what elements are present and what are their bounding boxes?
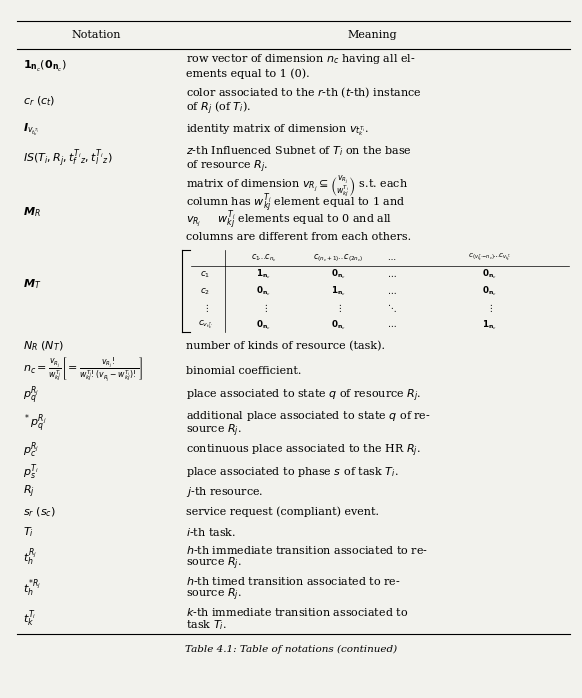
Text: $\vdots$: $\vdots$ (202, 302, 209, 314)
Text: $k$-th immediate transition associated to: $k$-th immediate transition associated t… (186, 606, 409, 618)
Text: $\mathbf{0}_{\mathbf{n}_c}$: $\mathbf{0}_{\mathbf{n}_c}$ (482, 285, 497, 298)
Text: $i$-th task.: $i$-th task. (186, 526, 236, 537)
Text: $z$-th Influenced Subnet of $T_i$ on the base: $z$-th Influenced Subnet of $T_i$ on the… (186, 144, 412, 158)
Text: $p_q^{R_j}$: $p_q^{R_j}$ (23, 384, 40, 407)
Text: $p_s^{T_i}$: $p_s^{T_i}$ (23, 462, 39, 482)
Text: $s_r$ $(s_c)$: $s_r$ $(s_c)$ (23, 505, 56, 519)
Text: $\mathbf{0}_{\mathbf{n}_c}$: $\mathbf{0}_{\mathbf{n}_c}$ (331, 268, 346, 281)
Text: $p_c^{R_j}$: $p_c^{R_j}$ (23, 441, 40, 461)
Text: number of kinds of resource (task).: number of kinds of resource (task). (186, 341, 385, 351)
Text: $\mathbf{1}_{\mathbf{n}_c}(\mathbf{0}_{\mathbf{n}_c})$: $\mathbf{1}_{\mathbf{n}_c}(\mathbf{0}_{\… (23, 59, 67, 74)
Text: $\vdots$: $\vdots$ (487, 302, 493, 314)
Text: $c_{v_{t_k^{T_i}}}$: $c_{v_{t_k^{T_i}}}$ (198, 318, 213, 332)
Text: $\mathbf{0}_{\mathbf{n}_c}$: $\mathbf{0}_{\mathbf{n}_c}$ (257, 318, 271, 332)
Text: task $T_i$.: task $T_i$. (186, 618, 227, 632)
Text: column has $w_{kj}^{T_i}$ element equal to 1 and: column has $w_{kj}^{T_i}$ element equal … (186, 192, 406, 215)
Text: of $R_j$ (of $T_i$).: of $R_j$ (of $T_i$). (186, 100, 251, 117)
Text: identity matrix of dimension $v_{t_k^{T_i}}$.: identity matrix of dimension $v_{t_k^{T_… (186, 122, 369, 138)
Text: $t_k^{T_i}$: $t_k^{T_i}$ (23, 608, 37, 629)
Text: source $R_j$.: source $R_j$. (186, 586, 242, 602)
Text: $IS(T_i, R_j, t_f^{T_i}{}_z, t_l^{T_i}{}_z)$: $IS(T_i, R_j, t_f^{T_i}{}_z, t_l^{T_i}{}… (23, 148, 113, 170)
Text: columns are different from each others.: columns are different from each others. (186, 232, 411, 242)
Text: $T_i$: $T_i$ (23, 525, 34, 539)
Text: $t_h^{R_j}$: $t_h^{R_j}$ (23, 546, 37, 567)
Text: $\cdots$: $\cdots$ (388, 254, 396, 262)
Text: $j$-th resource.: $j$-th resource. (186, 485, 264, 499)
Text: $\boldsymbol{M}_R$: $\boldsymbol{M}_R$ (23, 205, 41, 218)
Text: $\cdots$: $\cdots$ (387, 270, 397, 279)
Text: source $R_j$.: source $R_j$. (186, 423, 242, 439)
Text: ${}^*p_q^{R_j}$: ${}^*p_q^{R_j}$ (23, 412, 47, 435)
Text: color associated to the $r$-th ($t$-th) instance: color associated to the $r$-th ($t$-th) … (186, 86, 422, 101)
Text: continuous place associated to the HR $R_j$.: continuous place associated to the HR $R… (186, 443, 421, 459)
Text: row vector of dimension $n_c$ having all el-: row vector of dimension $n_c$ having all… (186, 52, 416, 66)
Text: Meaning: Meaning (347, 30, 398, 40)
Text: additional place associated to state $q$ of re-: additional place associated to state $q$… (186, 409, 431, 423)
Text: source $R_j$.: source $R_j$. (186, 556, 242, 572)
Text: Table 4.1: Table of notations (continued): Table 4.1: Table of notations (continued… (185, 644, 397, 654)
Text: $\mathbf{1}_{\mathbf{n}_c}$: $\mathbf{1}_{\mathbf{n}_c}$ (257, 268, 271, 281)
Text: $v_{R_j}$     $w_{kj}^{T_i}$ elements equal to 0 and all: $v_{R_j}$ $w_{kj}^{T_i}$ elements equal … (186, 209, 392, 232)
Text: $\vdots$: $\vdots$ (335, 302, 342, 314)
Text: $c_1$: $c_1$ (200, 269, 211, 280)
Text: place associated to phase $s$ of task $T_i$.: place associated to phase $s$ of task $T… (186, 465, 399, 479)
Text: $\mathbf{0}_{\mathbf{n}_c}$: $\mathbf{0}_{\mathbf{n}_c}$ (331, 318, 346, 332)
Text: $c_{(v_{t_k^{T_i}}\!-\!n_c)}\!\ldots\! c_{v_{t_k^{T_i}}}$: $c_{(v_{t_k^{T_i}}\!-\!n_c)}\!\ldots\! c… (468, 253, 512, 263)
Text: $\vdots$: $\vdots$ (261, 302, 267, 314)
Text: ements equal to 1 (0).: ements equal to 1 (0). (186, 68, 310, 79)
Text: $h$-th timed transition associated to re-: $h$-th timed transition associated to re… (186, 575, 401, 587)
Text: $\mathbf{1}_{\mathbf{n}_c}$: $\mathbf{1}_{\mathbf{n}_c}$ (331, 285, 346, 298)
Text: $c_1\!\ldots\! c_{n_c}$: $c_1\!\ldots\! c_{n_c}$ (251, 252, 277, 264)
Text: $\ddots$: $\ddots$ (387, 302, 397, 314)
Text: of resource $R_j$.: of resource $R_j$. (186, 158, 268, 174)
Text: Notation: Notation (71, 30, 121, 40)
Text: matrix of dimension $v_{R_j} \subseteq \binom{v_{R_j}}{w_{kj}^{T_i}}$ s.t. each: matrix of dimension $v_{R_j} \subseteq \… (186, 174, 408, 200)
Text: $\mathbf{1}_{\mathbf{n}_c}$: $\mathbf{1}_{\mathbf{n}_c}$ (482, 318, 497, 332)
Text: $c_r$ $(c_t)$: $c_r$ $(c_t)$ (23, 94, 56, 107)
Text: $c_2$: $c_2$ (200, 286, 211, 297)
Text: $\cdots$: $\cdots$ (387, 287, 397, 296)
Text: place associated to state $q$ of resource $R_j$.: place associated to state $q$ of resourc… (186, 387, 422, 404)
Text: $\boldsymbol{M}_T$: $\boldsymbol{M}_T$ (23, 278, 42, 291)
Text: $\mathbf{0}_{\mathbf{n}_c}$: $\mathbf{0}_{\mathbf{n}_c}$ (257, 285, 271, 298)
Text: $n_c = \frac{v_{R_j}}{w_{kj}^{T_i}}\left[=\frac{v_{R_j}!}{w_{kj}^{T_i}!(v_{R_j}-: $n_c = \frac{v_{R_j}}{w_{kj}^{T_i}}\left… (23, 356, 143, 385)
Text: binomial coefficient.: binomial coefficient. (186, 366, 301, 376)
Text: $h$-th immediate transition associated to re-: $h$-th immediate transition associated t… (186, 544, 428, 556)
Text: $\cdots$: $\cdots$ (387, 320, 397, 329)
Text: service request (compliant) event.: service request (compliant) event. (186, 507, 379, 517)
Text: $c_{(n_c+1)}\!\ldots\! c_{(2n_c)}$: $c_{(n_c+1)}\!\ldots\! c_{(2n_c)}$ (313, 252, 363, 264)
Text: $R_j$: $R_j$ (23, 484, 35, 500)
Text: $\mathbf{0}_{\mathbf{n}_c}$: $\mathbf{0}_{\mathbf{n}_c}$ (482, 268, 497, 281)
Text: $t_h^{*R_j}$: $t_h^{*R_j}$ (23, 577, 41, 598)
Text: $\boldsymbol{I}_{v_{t_k^{T_i}}}$: $\boldsymbol{I}_{v_{t_k^{T_i}}}$ (23, 121, 40, 138)
Text: $N_R$ $(N_T)$: $N_R$ $(N_T)$ (23, 339, 64, 352)
